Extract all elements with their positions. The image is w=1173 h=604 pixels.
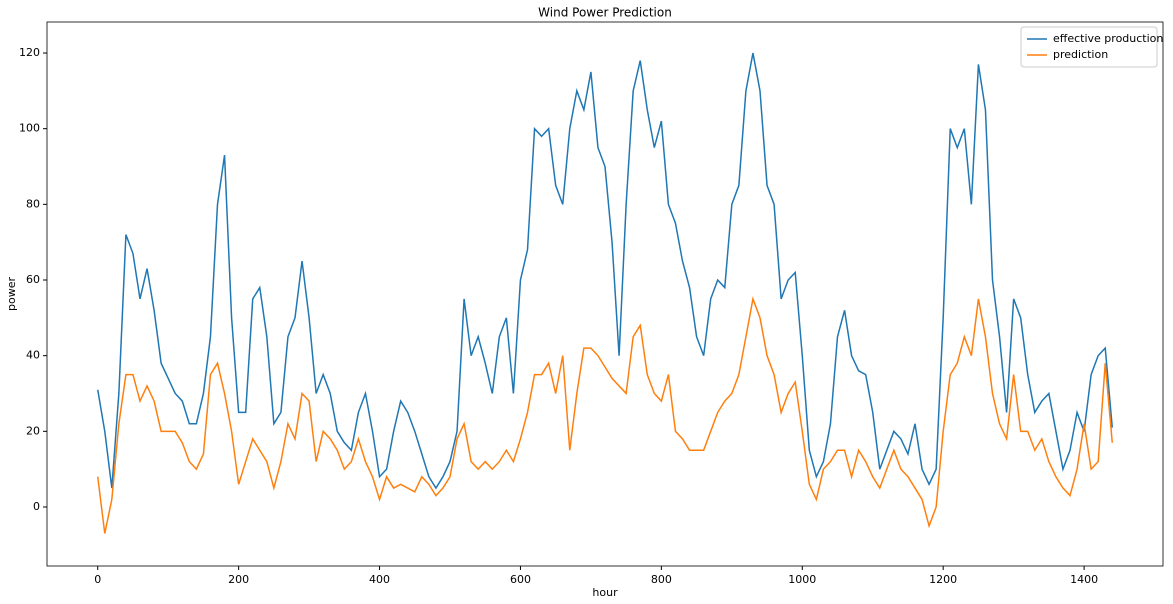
data-line xyxy=(96,52,1114,490)
legend-box xyxy=(1020,26,1158,68)
x-tick-label: 1400 xyxy=(1070,573,1098,586)
x-tick-label: 0 xyxy=(94,573,101,586)
x-tick-label: 200 xyxy=(228,573,249,586)
y-tick-label: 0 xyxy=(33,500,40,513)
y-tick-label: 40 xyxy=(26,349,40,362)
x-tick-label: 1200 xyxy=(929,573,957,586)
x-tick-label: 1000 xyxy=(788,573,816,586)
y-axis-label: power xyxy=(5,277,18,311)
y-tick-label: 120 xyxy=(19,46,40,59)
x-tick-label: 800 xyxy=(651,573,672,586)
y-tick-label: 80 xyxy=(26,197,40,210)
legend-label: prediction xyxy=(1053,48,1108,61)
y-tick-label: 60 xyxy=(26,273,40,286)
chart-title: Wind Power Prediction xyxy=(538,6,672,20)
x-tick-label: 400 xyxy=(369,573,390,586)
y-tick-label: 20 xyxy=(26,424,40,437)
x-axis-label: hour xyxy=(592,586,618,599)
data-line xyxy=(96,296,1114,534)
legend-label: effective production xyxy=(1053,32,1163,45)
y-tick-label: 100 xyxy=(19,122,40,135)
plot-frame xyxy=(46,21,1164,567)
x-tick-label: 600 xyxy=(510,573,531,586)
